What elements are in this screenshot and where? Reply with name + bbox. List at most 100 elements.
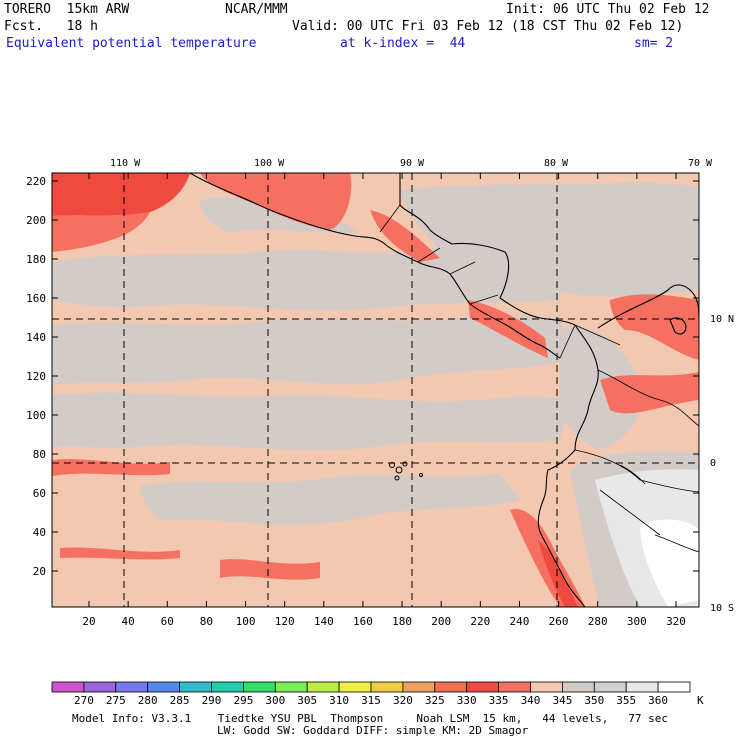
colorbar-level-label: 285 (170, 694, 190, 707)
field-band-grey (140, 474, 520, 525)
field-warm-mexico (200, 173, 352, 230)
colorbar-level-label: 310 (329, 694, 349, 707)
lon-label-80w: 80 W (544, 158, 569, 169)
y-axis-labels: 20 40 60 80 100 120 140 160 180 200 220 (26, 175, 46, 578)
lat-label-10n: 10 N (710, 314, 734, 325)
x-tick-label: 60 (161, 615, 174, 628)
colorbar-level-label: 320 (393, 694, 413, 707)
colorbar-swatch (242, 681, 276, 693)
y-tick-label: 20 (33, 565, 46, 578)
x-tick-label: 320 (666, 615, 686, 628)
colorbar-level-label: 355 (616, 694, 636, 707)
colorbar-level-label: 325 (425, 694, 445, 707)
field-warm-central (370, 210, 440, 262)
field-band-grey (52, 392, 570, 451)
lon-label-110w: 110 W (110, 158, 141, 169)
colorbar-swatch (115, 681, 149, 693)
lat-label-0: 0 (710, 458, 716, 469)
border-lines-south (574, 369, 699, 553)
colorbar-labels: 270 275 280 285 290 295 300 305 310 315 320 325 330 3… (74, 694, 668, 707)
field-warm-nw (52, 173, 190, 216)
y-tick-label: 60 (33, 487, 46, 500)
colorbar-level-label: 335 (489, 694, 509, 707)
colorbar-swatch (274, 681, 308, 693)
y-tick-label: 160 (26, 292, 46, 305)
colorbar-swatch (466, 681, 500, 693)
valid-time: Valid: 00 UTC Fri 03 Feb 12 (18 CST Thu … (292, 19, 684, 34)
x-tick-label: 220 (470, 615, 490, 628)
lon-label-100w: 100 W (254, 158, 285, 169)
y-tick-label: 140 (26, 331, 46, 344)
colorbar-swatch (370, 681, 404, 693)
x-tick-label: 180 (392, 615, 412, 628)
x-tick-label: 120 (275, 615, 295, 628)
model-name: TORERO 15km ARW (4, 2, 130, 17)
galapagos-islands (389, 461, 423, 481)
x-tick-label: 240 (510, 615, 530, 628)
colorbar-level-label: 340 (521, 694, 541, 707)
y-tick-label: 120 (26, 370, 46, 383)
colorbar-level-label: 350 (584, 694, 604, 707)
colorbar-level-label: 330 (457, 694, 477, 707)
colorbar-level-label: 270 (74, 694, 94, 707)
y-tick-label: 100 (26, 409, 46, 422)
field-name: Equivalent potential temperature (6, 36, 257, 51)
field-warm-colombia (610, 294, 699, 360)
x-tick-label: 140 (314, 615, 334, 628)
colorbar-level-label: 345 (552, 694, 572, 707)
coastline-yucatan (399, 173, 576, 326)
forecast-hour: Fcst. 18 h (4, 19, 98, 34)
lon-label-70w: 70 W (688, 158, 713, 169)
map-frame (51, 172, 700, 608)
coastline-caribbean (597, 284, 699, 335)
model-info: Model Info: V3.3.1 Tiedtke YSU PBL Thomp… (72, 712, 669, 725)
lat-label-10s: 10 S (710, 603, 734, 614)
colorbar-level-label: 300 (265, 694, 285, 707)
border-lines (379, 204, 621, 359)
y-tick-label: 220 (26, 175, 46, 188)
x-tick-label: 160 (353, 615, 373, 628)
field-band-white (640, 519, 699, 607)
axis-ticks (52, 173, 699, 607)
colorbar-swatch (147, 681, 180, 693)
field-band-grey (400, 182, 699, 297)
center-name: NCAR/MMM (225, 2, 288, 17)
colorbar-swatch (338, 681, 372, 693)
colorbar-swatch (306, 681, 340, 693)
field-warm-band-s (220, 559, 320, 580)
level-info: at k-index = 44 (340, 36, 466, 51)
y-tick-label: 80 (33, 448, 46, 461)
y-tick-label: 180 (26, 253, 46, 266)
x-tick-label: 20 (82, 615, 95, 628)
colorbar-level-label: 360 (648, 694, 668, 707)
colorbar-swatch (498, 681, 531, 693)
x-tick-label: 40 (122, 615, 135, 628)
colorbar (51, 681, 691, 693)
x-tick-label: 80 (200, 615, 213, 628)
lon-label-90w: 90 W (400, 158, 425, 169)
lat-lon-grid (52, 173, 699, 607)
field-warm-peru-core (538, 540, 578, 607)
colorbar-swatch (593, 681, 627, 693)
x-tick-label: 280 (588, 615, 608, 628)
colorbar-swatch (402, 681, 436, 693)
colorbar-swatch (211, 681, 244, 693)
colorbar-swatch (83, 681, 117, 693)
colorbar-level-label: 315 (361, 694, 381, 707)
smoothing-info: sm= 2 (634, 36, 674, 51)
x-tick-label: 260 (549, 615, 569, 628)
physics-info: LW: Godd SW: Goddard DIFF: simple KM: 2D… (217, 724, 529, 737)
y-tick-label: 40 (33, 526, 46, 539)
map-field (52, 173, 699, 607)
field-band-grey (52, 243, 560, 311)
x-tick-label: 200 (431, 615, 451, 628)
coastline-south-america (537, 324, 599, 607)
colorbar-swatch (51, 681, 85, 693)
field-warm-band-sw (60, 547, 180, 560)
colorbar-swatch (530, 681, 563, 693)
colorbar-level-label: 290 (202, 694, 222, 707)
x-axis-labels: 20 40 60 80 100 120 140 160 180 200 220 240 260 280 30… (82, 615, 686, 628)
field-band-grey (560, 327, 643, 450)
field-warm-nw (52, 212, 150, 252)
